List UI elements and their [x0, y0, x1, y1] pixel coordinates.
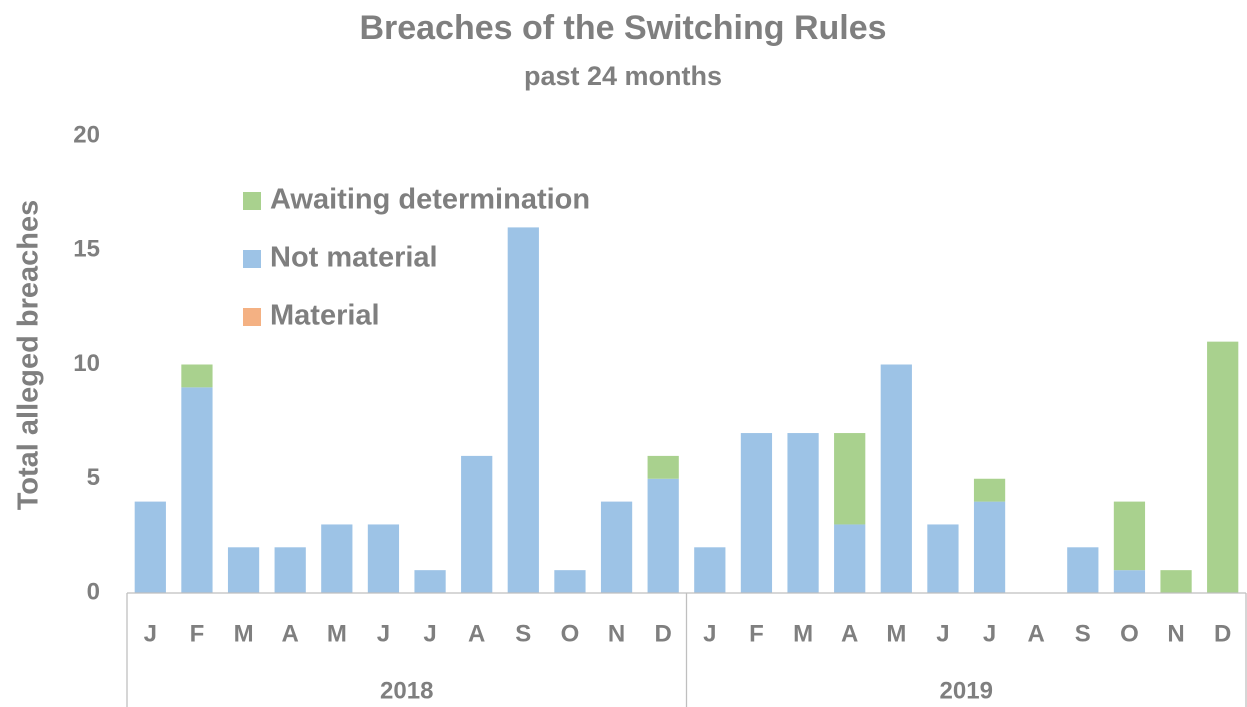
- y-tick-label: 20: [73, 121, 100, 148]
- bar-segment: [880, 364, 912, 593]
- bar-segment: [740, 433, 773, 593]
- bar-segment: [834, 433, 866, 525]
- bar-segment: [694, 547, 726, 593]
- x-tick-label: J: [983, 620, 996, 647]
- group-label: 2019: [940, 677, 993, 704]
- x-tick-label: S: [1075, 620, 1091, 647]
- legend-swatch: [243, 192, 261, 210]
- bar-segment: [507, 227, 539, 593]
- y-tick-label: 5: [87, 464, 100, 491]
- x-tick-label: M: [234, 620, 254, 647]
- bar-segment: [927, 524, 959, 593]
- bar-segment: [134, 501, 166, 593]
- x-tick-label: M: [327, 620, 347, 647]
- x-tick-label: A: [282, 620, 299, 647]
- bar-segment: [227, 547, 260, 593]
- legend-label: Not material: [270, 242, 438, 274]
- y-axis-label: Total alleged breaches: [13, 200, 45, 511]
- group-label: 2018: [380, 677, 433, 704]
- chart-subtitle: past 24 months: [524, 61, 722, 91]
- x-tick-label: J: [423, 620, 436, 647]
- bar-segment: [973, 478, 1006, 502]
- bar-segment: [367, 524, 400, 593]
- x-tick-label: D: [1214, 620, 1231, 647]
- chart-title: Breaches of the Switching Rules: [359, 9, 886, 47]
- y-tick-label: 10: [73, 350, 100, 377]
- bar-segment: [321, 524, 353, 593]
- x-tick-label: F: [749, 620, 764, 647]
- x-tick-label: A: [841, 620, 858, 647]
- x-tick-label: N: [1167, 620, 1184, 647]
- bar-segment: [647, 478, 679, 593]
- bar-segment: [181, 364, 213, 388]
- legend-swatch: [243, 250, 261, 268]
- legend-label: Material: [270, 300, 380, 332]
- bar-segment: [461, 455, 493, 593]
- bar-segment: [600, 501, 633, 593]
- y-tick-label: 15: [73, 236, 100, 263]
- bar-segment: [1067, 547, 1099, 593]
- bar-segment: [973, 501, 1006, 593]
- x-tick-label: O: [1120, 620, 1139, 647]
- legend-label: Awaiting determination: [270, 184, 590, 216]
- bar-segment: [181, 387, 213, 593]
- x-tick-label: J: [936, 620, 949, 647]
- bar-segment: [554, 570, 586, 593]
- x-tick-label: J: [144, 620, 157, 647]
- bar-segment: [1207, 341, 1239, 593]
- x-tick-label: O: [561, 620, 580, 647]
- x-tick-label: A: [468, 620, 485, 647]
- x-tick-label: M: [886, 620, 906, 647]
- x-tick-label: A: [1028, 620, 1045, 647]
- x-tick-label: J: [703, 620, 716, 647]
- y-tick-label: 0: [87, 578, 100, 605]
- bar-segment: [647, 455, 679, 479]
- bar-segment: [1160, 570, 1192, 593]
- bar-segment: [787, 433, 819, 593]
- bar-segment: [834, 524, 866, 593]
- bar-segment: [1113, 501, 1146, 571]
- x-tick-label: N: [608, 620, 625, 647]
- bar-segment: [414, 570, 446, 593]
- x-tick-label: F: [190, 620, 205, 647]
- x-tick-label: J: [377, 620, 390, 647]
- x-tick-label: S: [515, 620, 531, 647]
- x-tick-label: D: [655, 620, 672, 647]
- x-tick-label: M: [793, 620, 813, 647]
- legend-swatch: [243, 308, 261, 326]
- bar-segment: [274, 547, 306, 593]
- bar-segment: [1113, 570, 1146, 593]
